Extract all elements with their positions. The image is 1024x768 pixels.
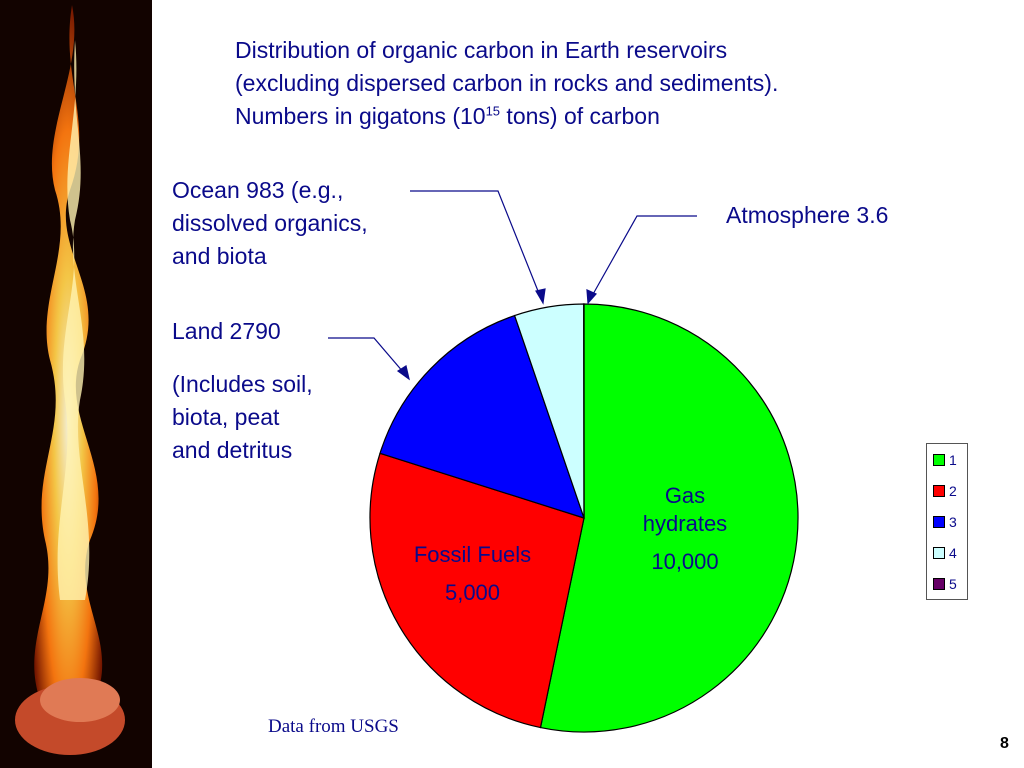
legend-label: 5 — [949, 575, 957, 592]
legend-swatch — [933, 515, 945, 528]
land-callout: Land 2790 — [172, 318, 281, 344]
flame-image — [0, 0, 152, 768]
legend-item: 3 — [927, 506, 967, 537]
ocean-callout-line-3: and biota — [172, 243, 267, 269]
ocean-callout-line-2: dissolved organics, — [172, 210, 368, 236]
legend-item: 4 — [927, 537, 967, 568]
title-line-3-post: tons) of carbon — [500, 103, 660, 129]
pie-slice-1 — [539, 303, 799, 733]
pie-slices — [369, 303, 799, 733]
slice-label-gas-hydrates: Gas hydrates 10,000 — [615, 482, 755, 576]
page-number: 8 — [1000, 735, 1009, 752]
slide-title: Distribution of organic carbon in Earth … — [235, 34, 955, 133]
land-leader-arrow — [396, 365, 410, 381]
legend-label: 1 — [949, 451, 957, 468]
legend-swatch — [933, 484, 945, 497]
title-line-3: Numbers in gigatons (1015 tons) of carbo… — [235, 100, 955, 133]
pie-slice-3 — [379, 314, 585, 519]
legend-label: 3 — [949, 513, 957, 530]
legend-swatch — [933, 453, 945, 466]
land-detail-line-1: (Includes soil, — [172, 371, 313, 397]
slice-label-gas-hydrates-value: 10,000 — [651, 549, 719, 574]
legend-label: 2 — [949, 482, 957, 499]
legend-label: 4 — [949, 544, 957, 561]
legend-item: 5 — [927, 568, 967, 599]
data-source-note: Data from USGS — [268, 716, 399, 737]
slice-label-gas-hydrates-line-1: Gas — [664, 483, 706, 508]
atmosphere-callout: Atmosphere 3.6 — [726, 202, 889, 228]
legend-item: 1 — [927, 444, 967, 475]
ocean-callout-line-1: Ocean 983 (e.g., — [172, 177, 344, 203]
slice-label-gas-hydrates-line-2: hydrates — [642, 511, 728, 536]
legend-swatch — [933, 546, 945, 559]
ocean-leader-line — [410, 190, 541, 297]
pie-slice-2 — [369, 452, 585, 729]
ocean-callout: Ocean 983 (e.g., dissolved organics, and… — [172, 174, 368, 273]
ocean-leader-arrow — [535, 288, 546, 305]
land-detail-line-2: biota, peat — [172, 404, 280, 430]
slice-label-fossil-fuels-value: 5,000 — [444, 580, 501, 605]
legend-item: 2 — [927, 475, 967, 506]
chart-legend: 1 2 3 4 5 — [926, 443, 968, 600]
title-exponent: 15 — [485, 103, 501, 119]
atmosphere-leader-arrow — [586, 289, 597, 305]
atmosphere-leader-line — [591, 215, 697, 297]
title-line-2: (excluding dispersed carbon in rocks and… — [235, 70, 779, 96]
legend-swatch — [933, 577, 945, 590]
land-detail-callout: (Includes soil, biota, peat and detritus — [172, 368, 313, 467]
land-leader-line — [328, 337, 405, 374]
title-line-3-pre: Numbers in gigatons (10 — [235, 103, 486, 129]
land-detail-line-3: and detritus — [172, 437, 293, 463]
callout-leaders — [328, 190, 697, 381]
title-line-1: Distribution of organic carbon in Earth … — [235, 37, 728, 63]
slice-label-fossil-fuels-line-1: Fossil Fuels — [413, 542, 532, 567]
slice-label-fossil-fuels: Fossil Fuels 5,000 — [385, 541, 560, 607]
